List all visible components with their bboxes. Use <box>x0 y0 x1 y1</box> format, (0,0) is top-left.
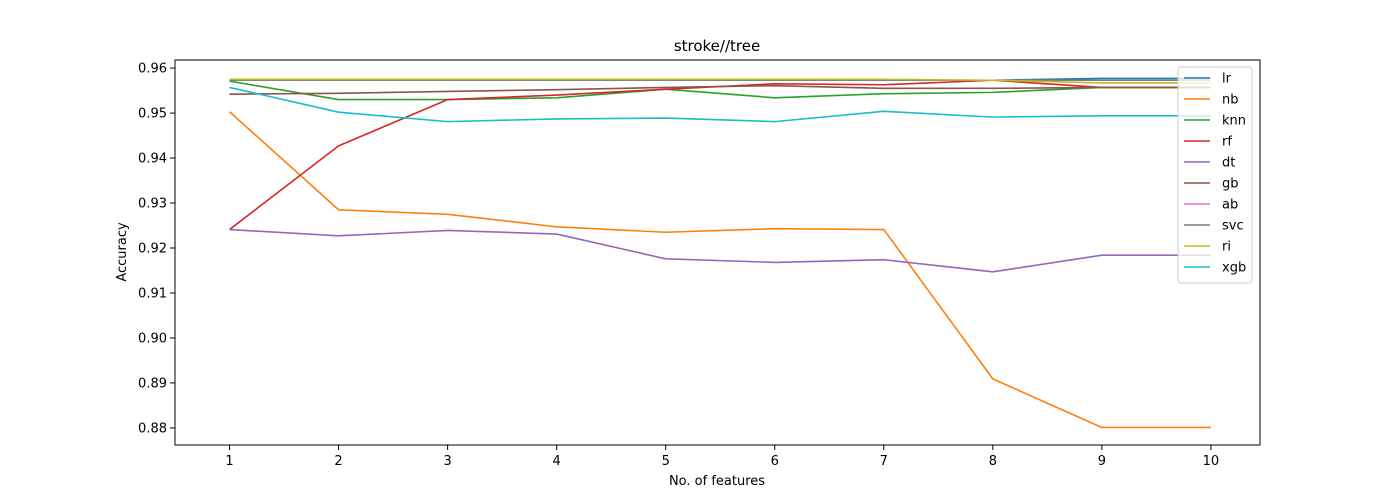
series-line-gb <box>229 84 1211 95</box>
x-tick-label: 9 <box>1098 454 1106 469</box>
series-line-knn <box>229 80 1211 101</box>
y-tick-label: 0.90 <box>138 331 167 346</box>
x-axis-ticks: 1 2 3 4 5 6 7 8 9 10 <box>225 445 1219 469</box>
legend-label-ri: ri <box>1222 240 1231 255</box>
x-tick-label: 10 <box>1203 454 1220 469</box>
legend-label-knn: knn <box>1222 114 1246 129</box>
x-tick-label: 4 <box>553 454 561 469</box>
chart-title: stroke//tree <box>674 37 760 55</box>
y-tick-label: 0.95 <box>138 107 167 122</box>
series-line-nb <box>228 111 1211 429</box>
legend-label-nb: nb <box>1222 93 1239 108</box>
plot-frame <box>174 59 1261 446</box>
legend-box <box>1177 66 1253 284</box>
x-tick-label: 6 <box>771 454 779 469</box>
series-line-xgb <box>229 86 1211 123</box>
legend: lr nb knn rf dt gb ab svc ri xgb <box>1177 66 1253 284</box>
y-tick-label: 0.91 <box>138 286 167 301</box>
x-tick-label: 5 <box>662 454 670 469</box>
legend-label-rf: rf <box>1222 135 1232 150</box>
legend-label-dt: dt <box>1222 156 1235 171</box>
x-tick-label: 8 <box>989 454 997 469</box>
legend-label-lr: lr <box>1222 72 1232 87</box>
x-tick-label: 1 <box>225 454 233 469</box>
y-tick-label: 0.88 <box>138 421 167 436</box>
legend-label-xgb: xgb <box>1222 261 1246 276</box>
y-tick-label: 0.92 <box>138 242 167 257</box>
y-tick-label: 0.89 <box>138 376 167 391</box>
x-tick-label: 7 <box>880 454 888 469</box>
x-axis-label: No. of features <box>669 474 765 489</box>
y-tick-label: 0.94 <box>138 152 167 167</box>
legend-label-ab: ab <box>1222 198 1238 213</box>
x-tick-label: 3 <box>443 454 451 469</box>
legend-label-gb: gb <box>1222 177 1239 192</box>
series-layer <box>228 77 1211 429</box>
legend-label-svc: svc <box>1222 219 1244 234</box>
series-line-ri <box>229 78 1211 84</box>
y-tick-label: 0.93 <box>138 197 167 212</box>
y-axis-ticks: 0.88 0.89 0.90 0.91 0.92 0.93 0.94 0.95 0.96 <box>138 62 175 436</box>
y-tick-label: 0.96 <box>138 62 167 77</box>
y-axis-label: Accuracy <box>115 222 130 282</box>
series-line-dt <box>229 228 1211 273</box>
series-line-rf <box>229 79 1211 231</box>
x-tick-label: 2 <box>334 454 342 469</box>
